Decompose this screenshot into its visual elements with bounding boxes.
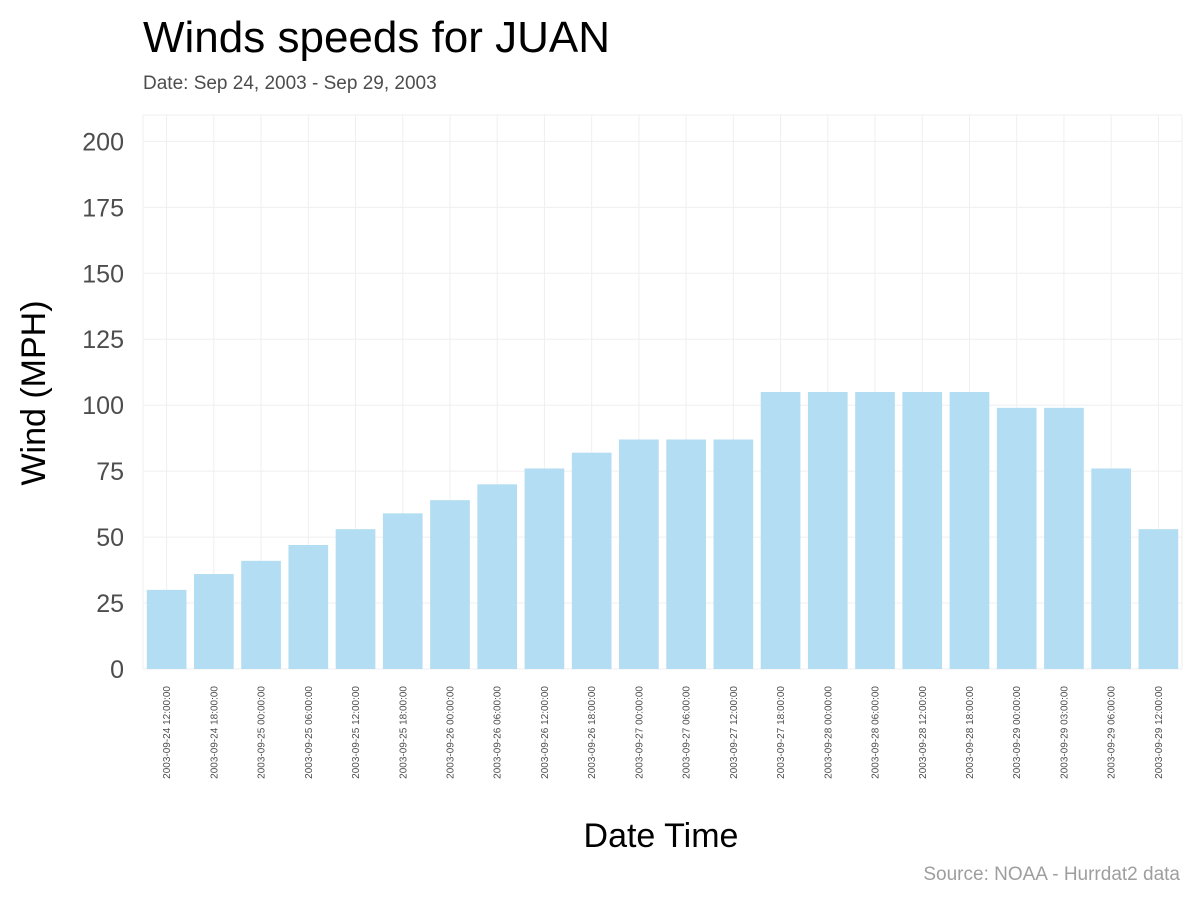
bar bbox=[855, 392, 895, 669]
bar bbox=[1044, 408, 1084, 669]
x-tick-label: 2003-09-26 12:00:00 bbox=[540, 686, 551, 779]
bar bbox=[619, 439, 659, 669]
x-tick-label: 2003-09-29 03:00:00 bbox=[1059, 686, 1070, 779]
x-tick-label: 2003-09-27 06:00:00 bbox=[682, 686, 693, 779]
x-tick-label: 2003-09-27 12:00:00 bbox=[729, 686, 740, 779]
chart-subtitle: Date: Sep 24, 2003 - Sep 29, 2003 bbox=[143, 73, 437, 94]
x-tick-label: 2003-09-29 00:00:00 bbox=[1012, 686, 1023, 779]
y-tick-label: 0 bbox=[110, 656, 124, 684]
bar bbox=[477, 484, 517, 669]
bar bbox=[194, 574, 234, 669]
x-tick-label: 2003-09-25 06:00:00 bbox=[304, 686, 315, 779]
y-tick-label: 75 bbox=[96, 458, 124, 486]
x-tick-label: 2003-09-25 00:00:00 bbox=[257, 686, 268, 779]
x-tick-label: 2003-09-28 06:00:00 bbox=[871, 686, 882, 779]
x-axis-ticks: 2003-09-24 12:00:00 2003-09-24 18:00:00 20… bbox=[162, 686, 1165, 779]
y-tick-label: 50 bbox=[96, 524, 124, 552]
bar bbox=[808, 392, 848, 669]
y-tick-label: 125 bbox=[82, 326, 124, 354]
x-tick-label: 2003-09-24 12:00:00 bbox=[162, 686, 173, 779]
x-tick-label: 2003-09-26 00:00:00 bbox=[445, 686, 456, 779]
source-caption: Source: NOAA - Hurrdat2 data bbox=[923, 864, 1180, 885]
bar bbox=[336, 529, 376, 669]
plot-panel bbox=[143, 115, 1182, 669]
y-tick-label: 175 bbox=[82, 194, 124, 222]
bar bbox=[1139, 529, 1179, 669]
bar bbox=[383, 513, 423, 669]
bar bbox=[241, 561, 281, 669]
y-tick-label: 25 bbox=[96, 590, 124, 618]
x-tick-label: 2003-09-25 12:00:00 bbox=[351, 686, 362, 779]
bar bbox=[714, 439, 754, 669]
chart-title: Winds speeds for JUAN bbox=[143, 13, 610, 62]
bar bbox=[288, 545, 328, 669]
bar bbox=[761, 392, 801, 669]
y-tick-label: 150 bbox=[82, 260, 124, 288]
x-tick-label: 2003-09-28 18:00:00 bbox=[965, 686, 976, 779]
x-tick-label: 2003-09-24 18:00:00 bbox=[209, 686, 220, 779]
y-tick-label: 200 bbox=[82, 128, 124, 156]
bars bbox=[147, 392, 1178, 669]
bar bbox=[902, 392, 942, 669]
x-axis-title: Date Time bbox=[584, 817, 739, 855]
x-tick-label: 2003-09-27 00:00:00 bbox=[634, 686, 645, 779]
x-tick-label: 2003-09-29 12:00:00 bbox=[1154, 686, 1165, 779]
bar bbox=[997, 408, 1037, 669]
x-tick-label: 2003-09-27 18:00:00 bbox=[776, 686, 787, 779]
x-tick-label: 2003-09-26 06:00:00 bbox=[493, 686, 504, 779]
x-tick-label: 2003-09-26 18:00:00 bbox=[587, 686, 598, 779]
x-tick-label: 2003-09-28 12:00:00 bbox=[918, 686, 929, 779]
bar bbox=[430, 500, 470, 669]
y-axis-title: Wind (MPH) bbox=[15, 300, 53, 485]
x-tick-label: 2003-09-28 00:00:00 bbox=[823, 686, 834, 779]
y-tick-label: 100 bbox=[82, 392, 124, 420]
bar bbox=[1091, 469, 1131, 669]
y-axis-ticks: 0 25 50 75 100 125 150 175 200 bbox=[82, 128, 124, 684]
x-tick-label: 2003-09-29 06:00:00 bbox=[1107, 686, 1118, 779]
bar bbox=[147, 590, 187, 669]
bar bbox=[572, 453, 612, 669]
bar bbox=[666, 439, 706, 669]
x-tick-label: 2003-09-25 18:00:00 bbox=[398, 686, 409, 779]
bar bbox=[525, 469, 565, 669]
bar bbox=[950, 392, 990, 669]
